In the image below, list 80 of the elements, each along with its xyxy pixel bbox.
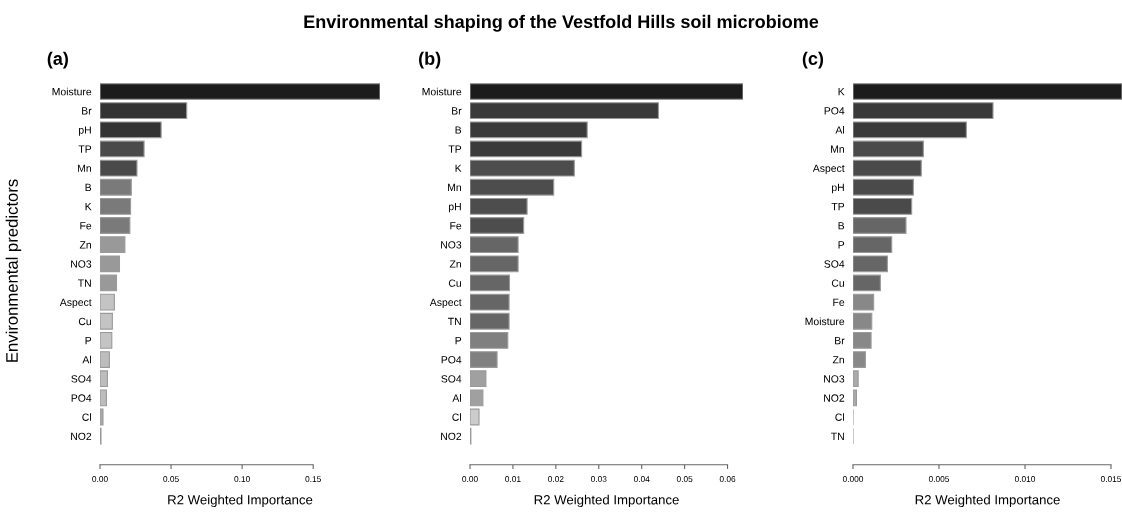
y-tick-label: Fe [833,298,845,306]
y-tick-label: Mn [831,145,844,153]
y-tick-label: Aspect [429,298,462,309]
y-tick-label: Br [82,107,92,115]
y-tick-label: Zn [449,260,461,268]
x-tick-label: 0.00 [92,476,108,483]
x-tick-label: 0.015 [1100,476,1122,483]
y-tick-label: NO2 [441,432,462,441]
y-tick-label: NO3 [824,375,845,383]
y-tick-label: NO2 [71,432,92,441]
y-tick-label: SO4 [441,375,462,383]
x-tick-label: 0.02 [548,476,564,483]
y-tick-label: PO4 [71,394,92,402]
x-axis-title: R2 Weighted Importance [168,494,313,508]
y-tick-label: K [838,88,845,96]
y-tick-label: Cl [835,413,844,421]
y-tick-label: B [85,183,92,191]
x-tick-label: 0.010 [1014,476,1036,483]
y-axis-title: Environmental predictors [5,179,22,362]
x-axis-title: R2 Weighted Importance [534,494,679,508]
y-tick-label: TP [78,145,92,153]
y-tick-label: P [455,337,462,345]
y-tick-label: pH [79,126,91,136]
y-tick-label: P [838,241,845,249]
y-tick-label: PO4 [441,356,462,364]
x-tick-label: 0.000 [842,476,864,483]
y-tick-label: TN [78,279,91,287]
y-tick-label: TN [448,317,461,326]
x-tick-label: 0.15 [305,476,321,483]
y-tick-label: Br [835,337,845,345]
y-tick-label: Br [452,107,462,115]
y-tick-label: TP [448,145,462,153]
y-tick-label: pH [449,202,461,213]
x-tick-label: 0.01 [505,476,521,483]
y-tick-label: Al [835,126,844,134]
y-tick-label: Cl [82,413,91,421]
x-tick-label: 0.06 [719,476,736,483]
x-tick-label: 0.04 [633,476,650,483]
y-tick-label: B [838,222,845,230]
y-tick-label: SO4 [824,260,845,268]
y-tick-label: Zn [79,241,91,249]
y-tick-label: Fe [80,222,92,230]
x-tick-label: 0.05 [676,476,693,483]
x-tick-label: 0.05 [163,476,179,483]
chart-title: (c) [802,51,824,69]
y-tick-label: Cu [831,279,844,287]
y-tick-label: Cu [78,317,91,326]
y-tick-label: K [85,202,92,211]
chart-title: (b) [419,51,441,69]
y-tick-label: B [455,126,462,134]
y-tick-label: Zn [832,356,844,364]
x-axis-title: R2 Weighted Importance [915,494,1060,508]
y-tick-label: pH [832,183,844,194]
y-tick-label: Al [452,394,461,402]
y-tick-label: PO4 [824,107,845,115]
x-tick-label: 0.005 [928,476,950,483]
y-tick-label: Mn [78,164,91,172]
y-tick-label: NO3 [441,241,462,249]
y-tick-label: NO3 [71,260,92,268]
y-tick-label: NO2 [824,394,845,402]
y-tick-label: Aspect [812,164,845,175]
y-tick-label: TN [831,432,844,440]
y-tick-label: SO4 [71,375,92,383]
y-tick-label: Cu [448,279,461,287]
y-tick-label: Moisture [422,87,462,96]
y-tick-label: Al [82,355,91,364]
y-tick-label: P [85,337,92,345]
x-tick-label: 0.03 [590,476,607,483]
y-tick-label: TP [831,202,845,211]
y-tick-label: Cl [452,413,461,421]
y-tick-label: Aspect [59,298,92,309]
chart-title: (a) [47,51,68,69]
y-tick-label: Moisture [805,317,845,326]
y-tick-label: Moisture [52,87,92,96]
y-tick-label: K [455,164,462,172]
y-tick-label: Mn [448,183,461,191]
x-tick-label: 0.10 [234,476,250,483]
x-tick-label: 0.00 [462,476,478,483]
y-tick-label: Fe [450,222,462,230]
text: Environmental shaping of the Vestfold Hills soil microbiome [304,14,819,32]
